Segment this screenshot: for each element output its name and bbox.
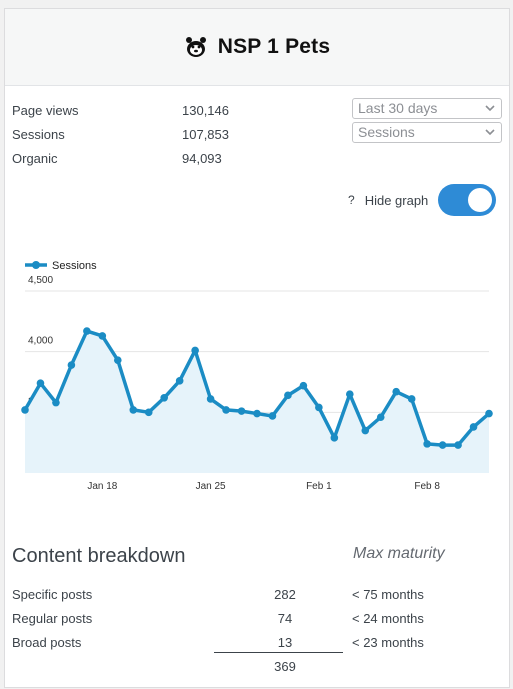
data-point — [98, 332, 107, 340]
data-point — [144, 408, 153, 417]
row-label: Regular posts — [12, 611, 93, 626]
row-max: < 24 months — [352, 611, 424, 626]
data-point — [485, 409, 493, 418]
stats-widget: NSP 1 Pets Page views 130,146 Sessions 1… — [4, 8, 510, 688]
series-area — [25, 331, 489, 473]
metric-select[interactable]: Sessions — [352, 122, 502, 143]
row-count: 13 — [277, 635, 293, 650]
data-point — [423, 440, 431, 448]
data-point — [237, 407, 246, 415]
toggle-knob — [468, 188, 493, 212]
legend-label: Sessions — [52, 260, 97, 272]
x-tick-label: Feb 8 — [414, 481, 440, 492]
row-count: 74 — [277, 611, 293, 626]
x-tick-label: Jan 18 — [87, 481, 117, 492]
max-maturity-heading: Max maturity — [353, 545, 445, 562]
stat-label: Sessions — [12, 127, 65, 142]
chevron-down-icon — [485, 129, 495, 136]
hide-graph-control: ? Hide graph — [348, 184, 497, 216]
row-count: 282 — [274, 587, 296, 602]
data-point — [376, 413, 385, 421]
data-point — [469, 423, 478, 431]
stat-value: 130,146 — [182, 103, 229, 118]
row-max: < 23 months — [352, 635, 424, 650]
table-row: Broad posts 13 < 23 months — [12, 633, 502, 657]
data-point — [346, 390, 354, 398]
data-point — [114, 356, 122, 364]
stat-label: Organic — [12, 151, 58, 166]
data-point — [299, 381, 308, 390]
y-tick-label: 4,000 — [28, 336, 53, 347]
content-breakdown-table: Specific posts 282 < 75 months Regular p… — [12, 585, 502, 657]
table-row: Regular posts 74 < 24 months — [12, 609, 502, 633]
data-point — [438, 441, 447, 449]
x-tick-label: Jan 25 — [196, 481, 226, 492]
widget-header: NSP 1 Pets — [5, 9, 509, 86]
data-point — [222, 406, 230, 414]
data-point — [330, 434, 339, 442]
x-tick-label: Feb 1 — [306, 481, 332, 492]
data-point — [175, 376, 184, 385]
data-point — [284, 391, 292, 400]
y-tick-label: 4,500 — [28, 275, 53, 286]
stat-label: Page views — [12, 103, 79, 118]
data-point — [21, 406, 29, 414]
data-point — [36, 379, 45, 388]
total-divider — [214, 652, 343, 653]
data-point — [52, 398, 60, 407]
row-label: Specific posts — [12, 587, 93, 602]
data-point — [454, 441, 462, 449]
table-row: Specific posts 282 < 75 months — [12, 585, 502, 609]
data-point — [129, 406, 138, 414]
page-title: NSP 1 Pets — [217, 35, 331, 58]
row-label: Broad posts — [12, 635, 82, 650]
data-point — [268, 412, 277, 420]
data-point — [160, 393, 168, 402]
legend-marker — [32, 261, 40, 269]
data-point — [392, 387, 401, 396]
metric-value: Sessions — [358, 124, 415, 140]
hide-graph-label: Hide graph — [364, 192, 429, 208]
hide-graph-toggle[interactable] — [438, 184, 497, 216]
badger-icon — [185, 37, 206, 57]
data-point — [206, 395, 215, 403]
data-point — [407, 395, 416, 403]
content-breakdown-title: Content breakdown — [12, 545, 186, 567]
data-point — [67, 361, 76, 369]
row-max: < 75 months — [352, 587, 424, 602]
data-point — [253, 409, 261, 418]
stat-value: 107,853 — [182, 127, 229, 142]
data-point — [191, 346, 199, 355]
chevron-down-icon — [485, 105, 495, 112]
date-range-value: Last 30 days — [358, 100, 438, 116]
help-icon[interactable]: ? — [348, 193, 355, 207]
data-point — [315, 403, 323, 412]
data-point — [361, 426, 370, 435]
stat-value: 94,093 — [182, 151, 222, 166]
date-range-select[interactable]: Last 30 days — [352, 98, 502, 119]
data-point — [83, 327, 91, 335]
total-count: 369 — [274, 659, 296, 674]
